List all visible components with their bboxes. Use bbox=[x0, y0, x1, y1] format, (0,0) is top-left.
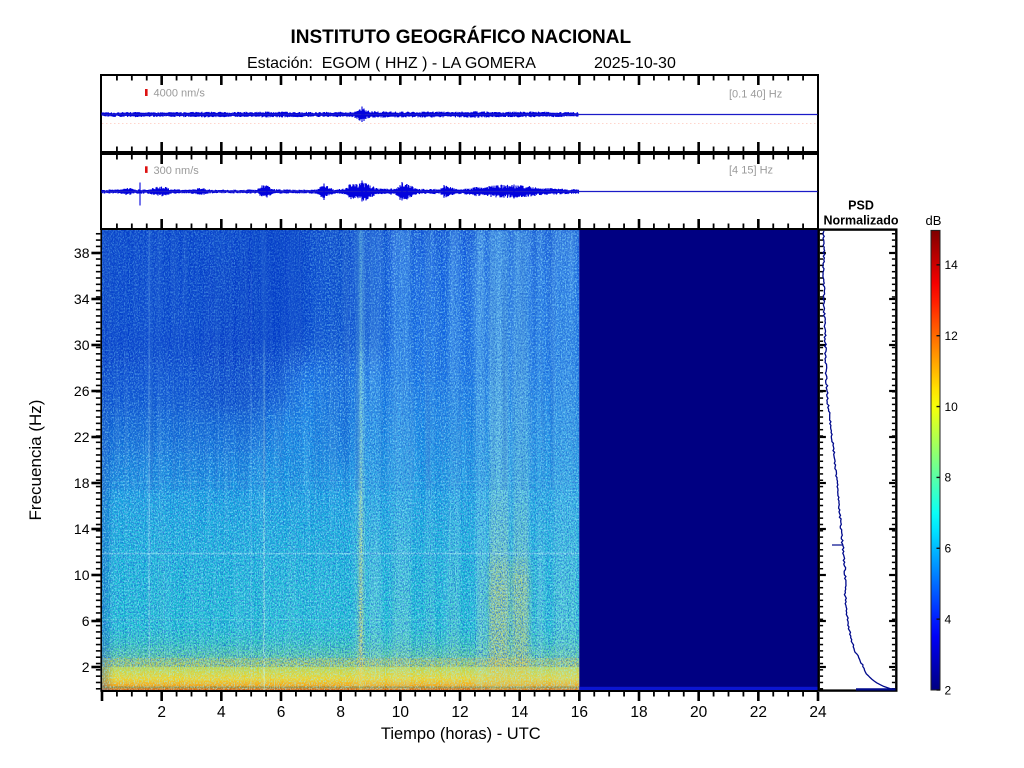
svg-text:34: 34 bbox=[74, 291, 90, 307]
svg-text:18: 18 bbox=[74, 475, 90, 491]
svg-text:6: 6 bbox=[945, 542, 952, 556]
svg-text:dB: dB bbox=[926, 213, 942, 228]
svg-text:18: 18 bbox=[630, 704, 647, 721]
svg-text:12: 12 bbox=[945, 329, 959, 343]
svg-text:Frecuencia (Hz): Frecuencia (Hz) bbox=[26, 400, 45, 521]
svg-text:300 nm/s: 300 nm/s bbox=[154, 165, 200, 177]
svg-text:22: 22 bbox=[750, 704, 767, 721]
svg-text:22: 22 bbox=[74, 429, 90, 445]
svg-text:14: 14 bbox=[74, 521, 90, 537]
svg-text:8: 8 bbox=[336, 704, 345, 721]
svg-text:PSD: PSD bbox=[848, 199, 874, 213]
svg-text:2025-10-30: 2025-10-30 bbox=[594, 55, 676, 72]
svg-text:16: 16 bbox=[571, 704, 588, 721]
svg-text:2: 2 bbox=[157, 704, 166, 721]
svg-text:[0.1 40] Hz: [0.1 40] Hz bbox=[729, 89, 782, 101]
svg-text:30: 30 bbox=[74, 337, 90, 353]
svg-text:20: 20 bbox=[690, 704, 708, 721]
svg-text:38: 38 bbox=[74, 245, 90, 261]
svg-text:10: 10 bbox=[945, 400, 959, 414]
svg-text:Estación: EGOM ( HHZ ) - LA G: Estación: EGOM ( HHZ ) - LA GOMERA bbox=[247, 55, 536, 72]
svg-text:26: 26 bbox=[74, 383, 90, 399]
svg-text:14: 14 bbox=[945, 258, 959, 272]
svg-text:4000 nm/s: 4000 nm/s bbox=[154, 88, 206, 100]
svg-text:10: 10 bbox=[392, 704, 410, 721]
svg-text:INSTITUTO GEOGRÁFICO NACIONAL: INSTITUTO GEOGRÁFICO NACIONAL bbox=[291, 26, 632, 48]
svg-text:4: 4 bbox=[217, 704, 226, 721]
svg-text:14: 14 bbox=[511, 704, 529, 721]
svg-text:2: 2 bbox=[945, 683, 952, 697]
svg-text:Normalizado: Normalizado bbox=[823, 214, 898, 228]
svg-text:8: 8 bbox=[945, 471, 952, 485]
svg-text:4: 4 bbox=[945, 612, 952, 626]
svg-text:12: 12 bbox=[451, 704, 468, 721]
svg-text:2: 2 bbox=[82, 659, 90, 675]
svg-text:6: 6 bbox=[277, 704, 286, 721]
svg-text:Tiempo (horas) - UTC: Tiempo (horas) - UTC bbox=[381, 725, 541, 743]
svg-text:10: 10 bbox=[74, 567, 90, 583]
svg-text:24: 24 bbox=[809, 704, 827, 721]
svg-text:6: 6 bbox=[82, 613, 90, 629]
svg-text:[4 15] Hz: [4 15] Hz bbox=[729, 164, 773, 176]
